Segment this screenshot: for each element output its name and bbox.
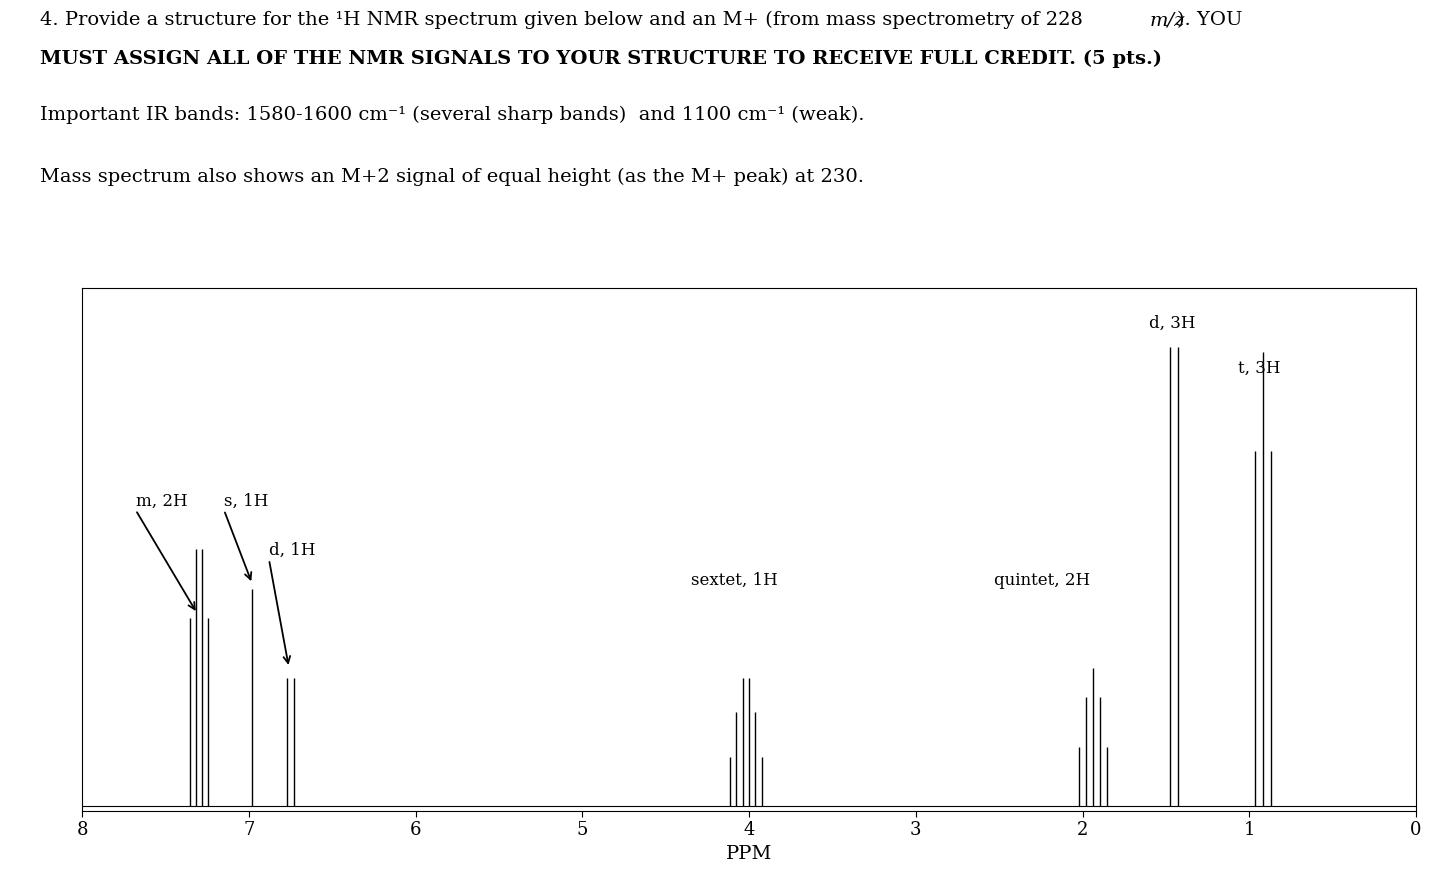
X-axis label: PPM: PPM xyxy=(725,845,773,863)
Text: Important IR bands: 1580-1600 cm⁻¹ (several sharp bands)  and 1100 cm⁻¹ (weak).: Important IR bands: 1580-1600 cm⁻¹ (seve… xyxy=(40,106,865,125)
Text: t, 3H: t, 3H xyxy=(1237,359,1280,377)
Text: Mass spectrum also shows an M+2 signal of equal height (as the M+ peak) at 230.: Mass spectrum also shows an M+2 signal o… xyxy=(40,167,864,186)
Text: d, 3H: d, 3H xyxy=(1149,315,1195,332)
Text: sextet, 1H: sextet, 1H xyxy=(691,572,777,589)
Text: 4. Provide a structure for the ¹H NMR spectrum given below and an M+ (from mass : 4. Provide a structure for the ¹H NMR sp… xyxy=(40,11,1090,30)
Text: MUST ASSIGN ALL OF THE NMR SIGNALS TO YOUR STRUCTURE TO RECEIVE FULL CREDIT. (5 : MUST ASSIGN ALL OF THE NMR SIGNALS TO YO… xyxy=(40,51,1162,69)
Text: ). YOU: ). YOU xyxy=(1177,11,1242,29)
Text: m, 2H: m, 2H xyxy=(136,493,187,510)
Text: quintet, 2H: quintet, 2H xyxy=(994,572,1090,589)
Text: d, 1H: d, 1H xyxy=(268,542,316,559)
Text: m/z: m/z xyxy=(1151,11,1185,29)
Text: s, 1H: s, 1H xyxy=(224,493,268,510)
